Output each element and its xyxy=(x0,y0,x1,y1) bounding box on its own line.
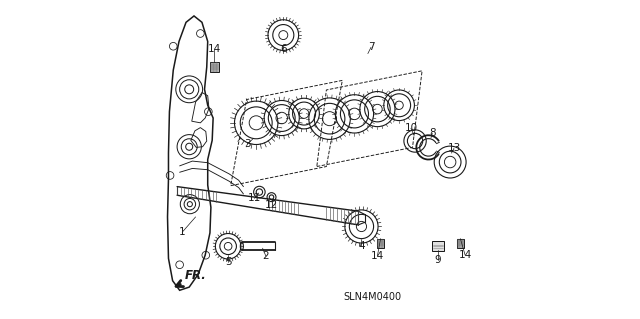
FancyBboxPatch shape xyxy=(210,62,218,72)
Text: 2: 2 xyxy=(262,251,269,261)
Text: 3: 3 xyxy=(244,139,251,149)
Text: FR.: FR. xyxy=(184,269,206,282)
Text: 8: 8 xyxy=(429,128,436,138)
Text: SLN4M0400: SLN4M0400 xyxy=(344,292,402,302)
Text: 6: 6 xyxy=(280,44,287,55)
FancyBboxPatch shape xyxy=(456,239,464,248)
Text: 14: 14 xyxy=(371,251,384,261)
Text: 14: 14 xyxy=(207,44,221,55)
Text: 14: 14 xyxy=(458,250,472,260)
Text: 10: 10 xyxy=(404,123,417,133)
Text: 1: 1 xyxy=(179,227,186,237)
Text: 13: 13 xyxy=(447,143,461,153)
Text: 12: 12 xyxy=(265,200,278,210)
Text: 4: 4 xyxy=(358,241,365,251)
Text: 5: 5 xyxy=(225,257,232,267)
Text: 11: 11 xyxy=(248,193,261,204)
FancyBboxPatch shape xyxy=(377,239,385,248)
Text: 7: 7 xyxy=(368,42,374,52)
FancyBboxPatch shape xyxy=(432,241,444,251)
Text: 9: 9 xyxy=(435,255,442,265)
